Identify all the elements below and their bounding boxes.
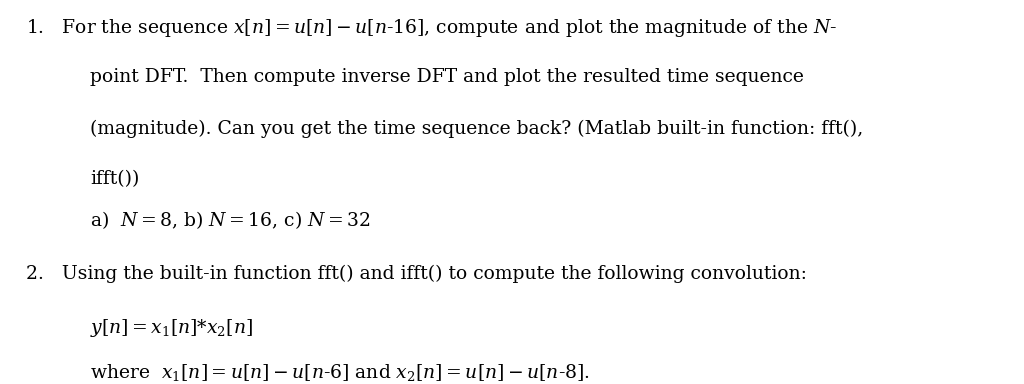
Text: a)  $N = 8$, b) $N = 16$, c) $N = 32$: a) $N = 8$, b) $N = 16$, c) $N = 32$ [90, 209, 371, 231]
Text: ifft()): ifft()) [90, 170, 139, 189]
Text: $y[n] = x_1[n]$*$x_2[n]$: $y[n] = x_1[n]$*$x_2[n]$ [90, 317, 253, 339]
Text: where  $x_1[n] = u[n] - u[n\text{-}6]$ and $x_2[n] =  u[n] - u[n\text{-}8]$.: where $x_1[n] = u[n] - u[n\text{-}6]$ an… [90, 362, 590, 383]
Text: (magnitude). Can you get the time sequence back? (Matlab built-in function: fft(: (magnitude). Can you get the time sequen… [90, 119, 863, 138]
Text: 1.   For the sequence $x[n] = u[n] - u[n\mathbf{\text{-}}16]$, compute and plot : 1. For the sequence $x[n] = u[n] - u[n\m… [26, 17, 837, 39]
Text: point DFT.  Then compute inverse DFT and plot the resulted time sequence: point DFT. Then compute inverse DFT and … [90, 68, 804, 86]
Text: 2.   Using the built-in function fft() and ifft() to compute the following convo: 2. Using the built-in function fft() and… [26, 265, 807, 283]
